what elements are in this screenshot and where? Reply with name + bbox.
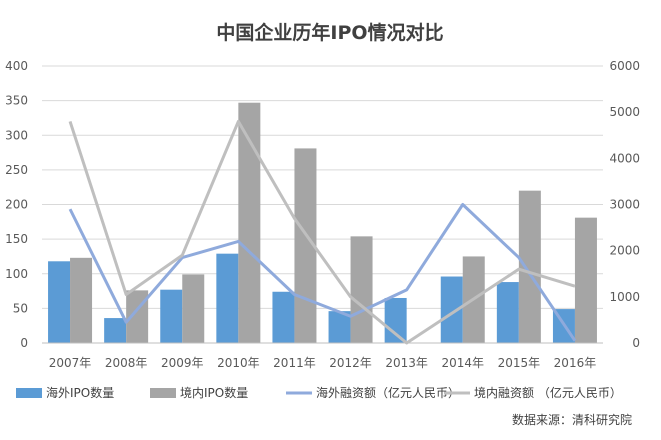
bar-domestic xyxy=(350,236,373,343)
x-tick-label: 2014年 xyxy=(441,356,484,370)
y-left-tick-label: 100 xyxy=(5,267,28,281)
y-right-tick-label: 4000 xyxy=(609,151,640,165)
source-note: 数据来源：清科研究院 xyxy=(512,412,632,427)
y-right-tick-label: 0 xyxy=(632,336,640,350)
legend-label: 海外IPO数量 xyxy=(46,385,114,400)
legend-label: 境内IPO数量 xyxy=(180,385,248,400)
axes-layer: 0501001502002503003504000100020003000400… xyxy=(5,59,640,370)
bar-domestic xyxy=(294,148,317,343)
bars-layer xyxy=(48,102,597,343)
x-tick-label: 2011年 xyxy=(273,356,316,370)
y-left-tick-label: 200 xyxy=(5,198,28,212)
bar-domestic xyxy=(182,274,205,343)
y-left-tick-label: 400 xyxy=(5,59,28,73)
line-domestic-financing xyxy=(68,119,576,345)
bar-overseas xyxy=(328,311,351,343)
x-tick-label: 2013年 xyxy=(385,356,428,370)
bar-domestic xyxy=(238,102,261,343)
bar-overseas xyxy=(216,253,239,343)
legend-label: 境内融资额 （亿元人民币） xyxy=(474,385,622,400)
bar-overseas xyxy=(496,282,519,343)
y-left-tick-label: 50 xyxy=(13,301,28,315)
x-tick-label: 2015年 xyxy=(498,356,541,370)
lines-layer xyxy=(68,119,577,345)
x-tick-label: 2007年 xyxy=(49,356,92,370)
legend-swatch-bar xyxy=(16,388,42,398)
bar-overseas xyxy=(48,261,71,343)
legend: 海外IPO数量 境内IPO数量 海外融资额（亿元人民币） 境内融资额 （亿元人民币） xyxy=(16,385,622,400)
grid-layer xyxy=(42,65,603,309)
y-right-tick-label: 1000 xyxy=(609,290,640,304)
bar-overseas xyxy=(384,297,407,343)
chart-title: 中国企业历年IPO情况对比 xyxy=(216,21,443,44)
y-right-tick-label: 2000 xyxy=(609,244,640,258)
y-left-tick-label: 350 xyxy=(5,94,28,108)
bar-overseas xyxy=(104,318,127,343)
y-left-tick-label: 0 xyxy=(20,336,28,350)
x-tick-label: 2016年 xyxy=(554,356,597,370)
y-left-tick-label: 300 xyxy=(5,128,28,142)
bar-overseas xyxy=(160,289,183,343)
x-tick-label: 2010年 xyxy=(217,356,260,370)
line-overseas-financing xyxy=(68,203,577,342)
bar-overseas xyxy=(272,291,295,343)
bar-domestic xyxy=(518,190,541,343)
x-tick-label: 2009年 xyxy=(161,356,204,370)
x-tick-label: 2012年 xyxy=(329,356,372,370)
legend-swatch-bar xyxy=(150,388,176,398)
bar-overseas xyxy=(440,276,463,343)
y-right-tick-label: 3000 xyxy=(609,198,640,212)
y-right-tick-label: 5000 xyxy=(609,105,640,119)
bar-domestic xyxy=(70,257,93,343)
y-right-tick-label: 6000 xyxy=(609,59,640,73)
x-tick-label: 2008年 xyxy=(105,356,148,370)
bar-domestic xyxy=(574,217,597,343)
y-left-tick-label: 250 xyxy=(5,163,28,177)
legend-label: 海外融资额（亿元人民币） xyxy=(316,385,460,400)
y-left-tick-label: 150 xyxy=(5,232,28,246)
